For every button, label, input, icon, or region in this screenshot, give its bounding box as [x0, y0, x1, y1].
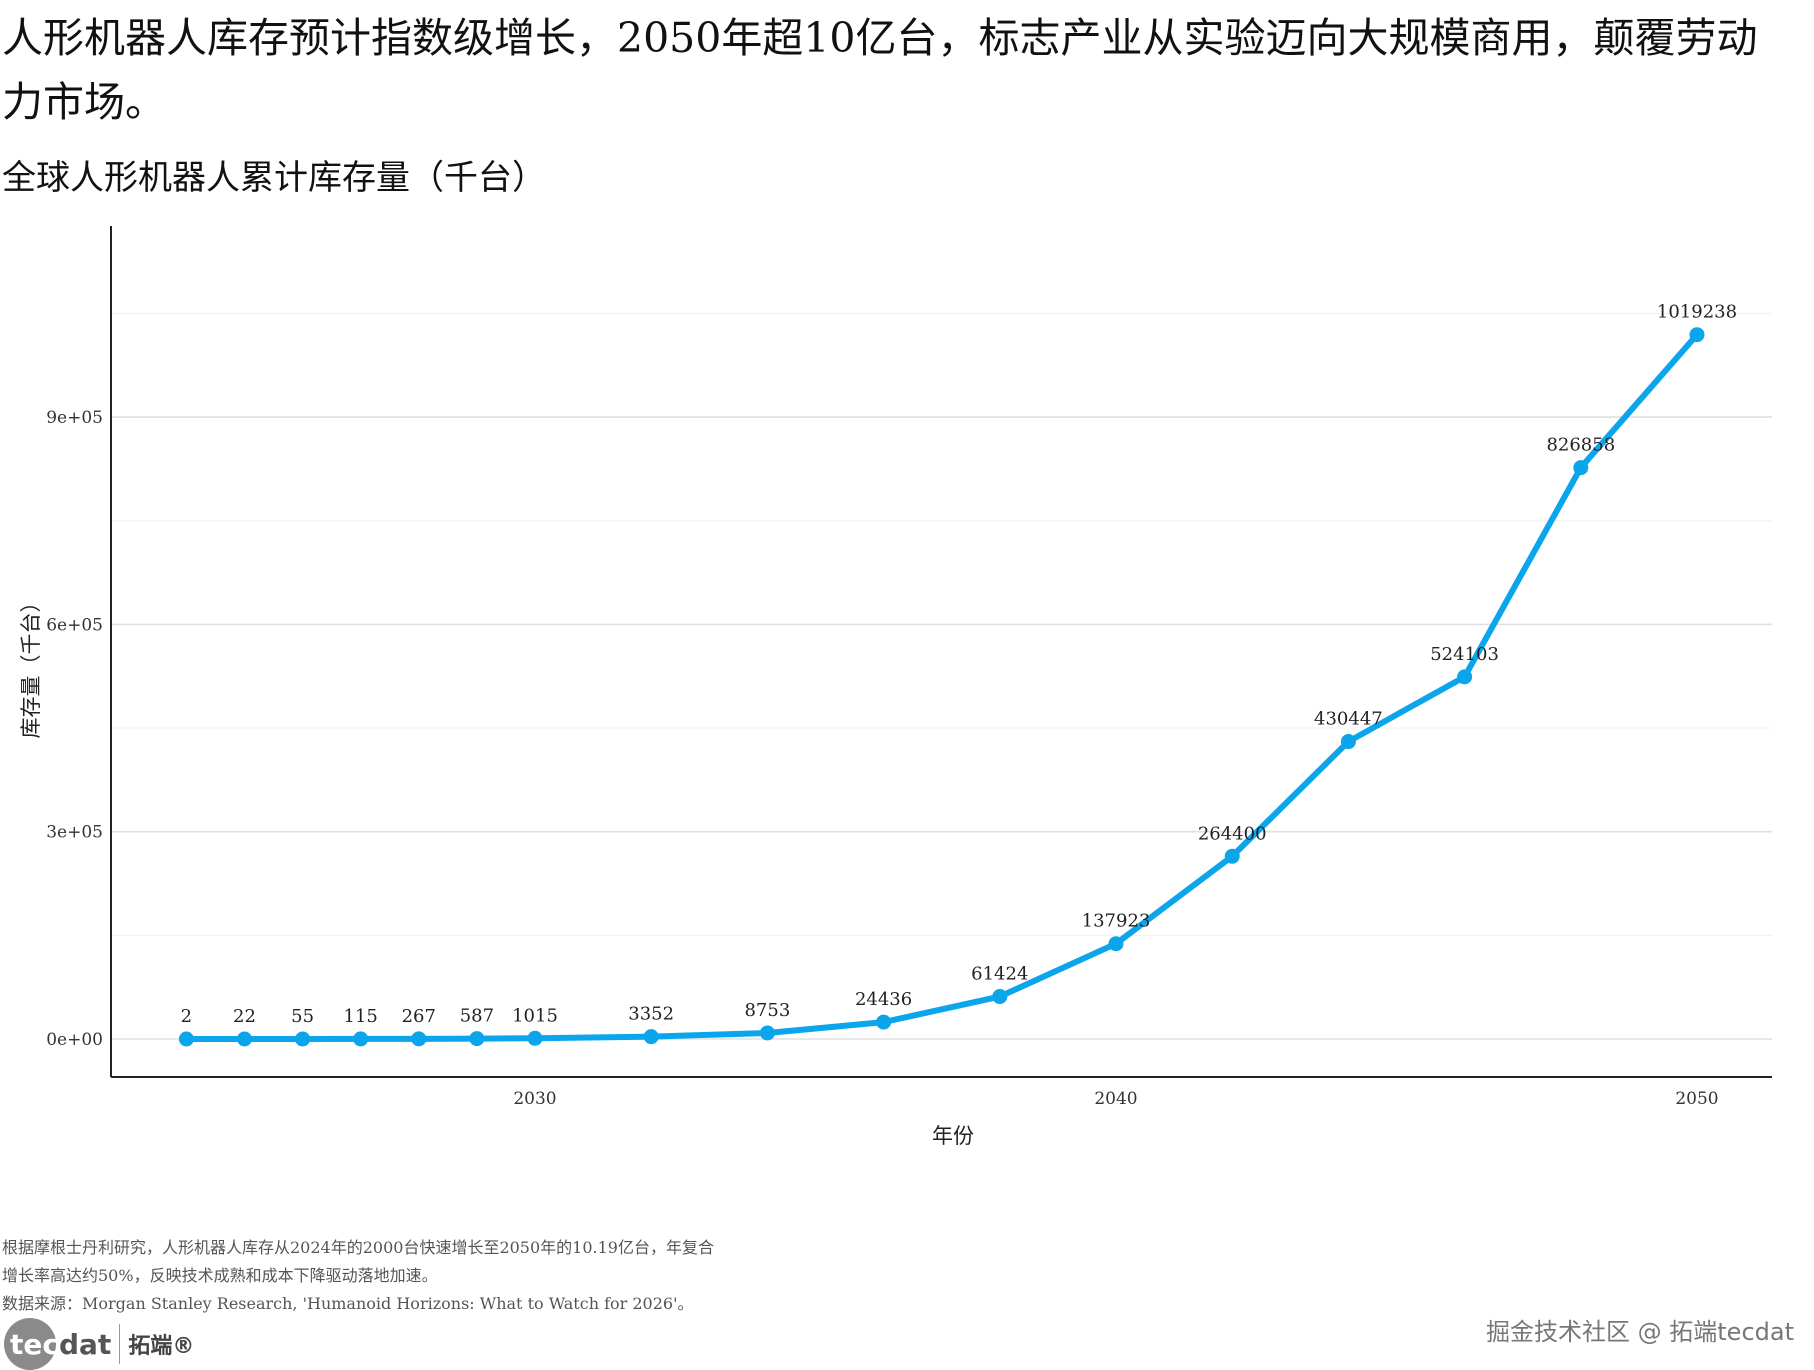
- data-point: [1457, 669, 1473, 685]
- x-axis-label: 年份: [932, 1124, 974, 1148]
- data-label: 264400: [1198, 823, 1267, 844]
- series-line: [186, 332, 1700, 1042]
- data-point: [992, 989, 1008, 1005]
- y-tick-label: 9e+05: [46, 408, 103, 428]
- source-line: 数据来源：Morgan Stanley Research, 'Humanoid …: [2, 1294, 694, 1313]
- note-line-1: 根据摩根士丹利研究，人形机器人库存从2024年的2000台快速增长至2050年的…: [2, 1238, 714, 1257]
- data-label: 55: [291, 1006, 314, 1027]
- data-point: [469, 1031, 485, 1047]
- note-line-2: 增长率高达约50%，反映技术成熟和成本下降驱动落地加速。: [2, 1266, 438, 1285]
- data-label: 430447: [1314, 709, 1383, 730]
- data-point: [237, 1031, 252, 1047]
- data-label: 826858: [1546, 435, 1615, 456]
- y-tick-label: 3e+05: [46, 823, 103, 843]
- data-label: 1019238: [1657, 302, 1737, 323]
- data-label: 24436: [855, 989, 912, 1010]
- data-point: [295, 1031, 311, 1047]
- data-point: [1224, 848, 1240, 864]
- data-label: 524103: [1430, 644, 1499, 665]
- data-label: 1015: [512, 1005, 558, 1026]
- data-point: [759, 1025, 775, 1041]
- data-point: [1573, 460, 1589, 476]
- headline: 人形机器人库存预计指数级增长，2050年超10亿台，标志产业从实验迈向大规模商用…: [2, 14, 1758, 126]
- tecdat-logo: tecdat 拓端®: [4, 1318, 194, 1370]
- x-tick-label: 2040: [1094, 1089, 1137, 1109]
- data-label: 587: [460, 1006, 494, 1027]
- data-label: 61424: [971, 964, 1028, 985]
- y-axis-label: 库存量（千台）: [19, 592, 43, 739]
- data-point: [353, 1031, 369, 1047]
- y-tick-label: 6e+05: [46, 615, 103, 635]
- logo-text-light: tec: [10, 1327, 59, 1361]
- data-point: [411, 1031, 427, 1047]
- data-label: 3352: [628, 1004, 674, 1025]
- data-label: 8753: [744, 1000, 790, 1021]
- watermark: 掘金技术社区 @ 拓端tecdat: [1486, 1318, 1794, 1346]
- logo-text-dark: dat: [58, 1327, 112, 1361]
- data-label: 22: [233, 1006, 256, 1027]
- data-point: [527, 1030, 543, 1046]
- data-point: [1689, 327, 1705, 343]
- data-label: 2: [181, 1006, 192, 1027]
- data-point: [178, 1031, 194, 1047]
- y-tick-label: 0e+00: [46, 1030, 103, 1050]
- data-point: [876, 1014, 892, 1030]
- x-tick-label: 2030: [513, 1089, 556, 1109]
- logo-divider: [119, 1324, 121, 1364]
- data-point: [643, 1029, 659, 1045]
- data-point: [1340, 734, 1356, 750]
- data-point: [1108, 936, 1124, 952]
- x-tick-label: 2050: [1675, 1089, 1718, 1109]
- logo-cn: 拓端®: [128, 1334, 195, 1359]
- data-label: 267: [402, 1006, 436, 1027]
- chart-title: 全球人形机器人累计库存量（千台）: [2, 158, 546, 198]
- data-label: 137923: [1082, 911, 1151, 932]
- data-label: 115: [344, 1006, 378, 1027]
